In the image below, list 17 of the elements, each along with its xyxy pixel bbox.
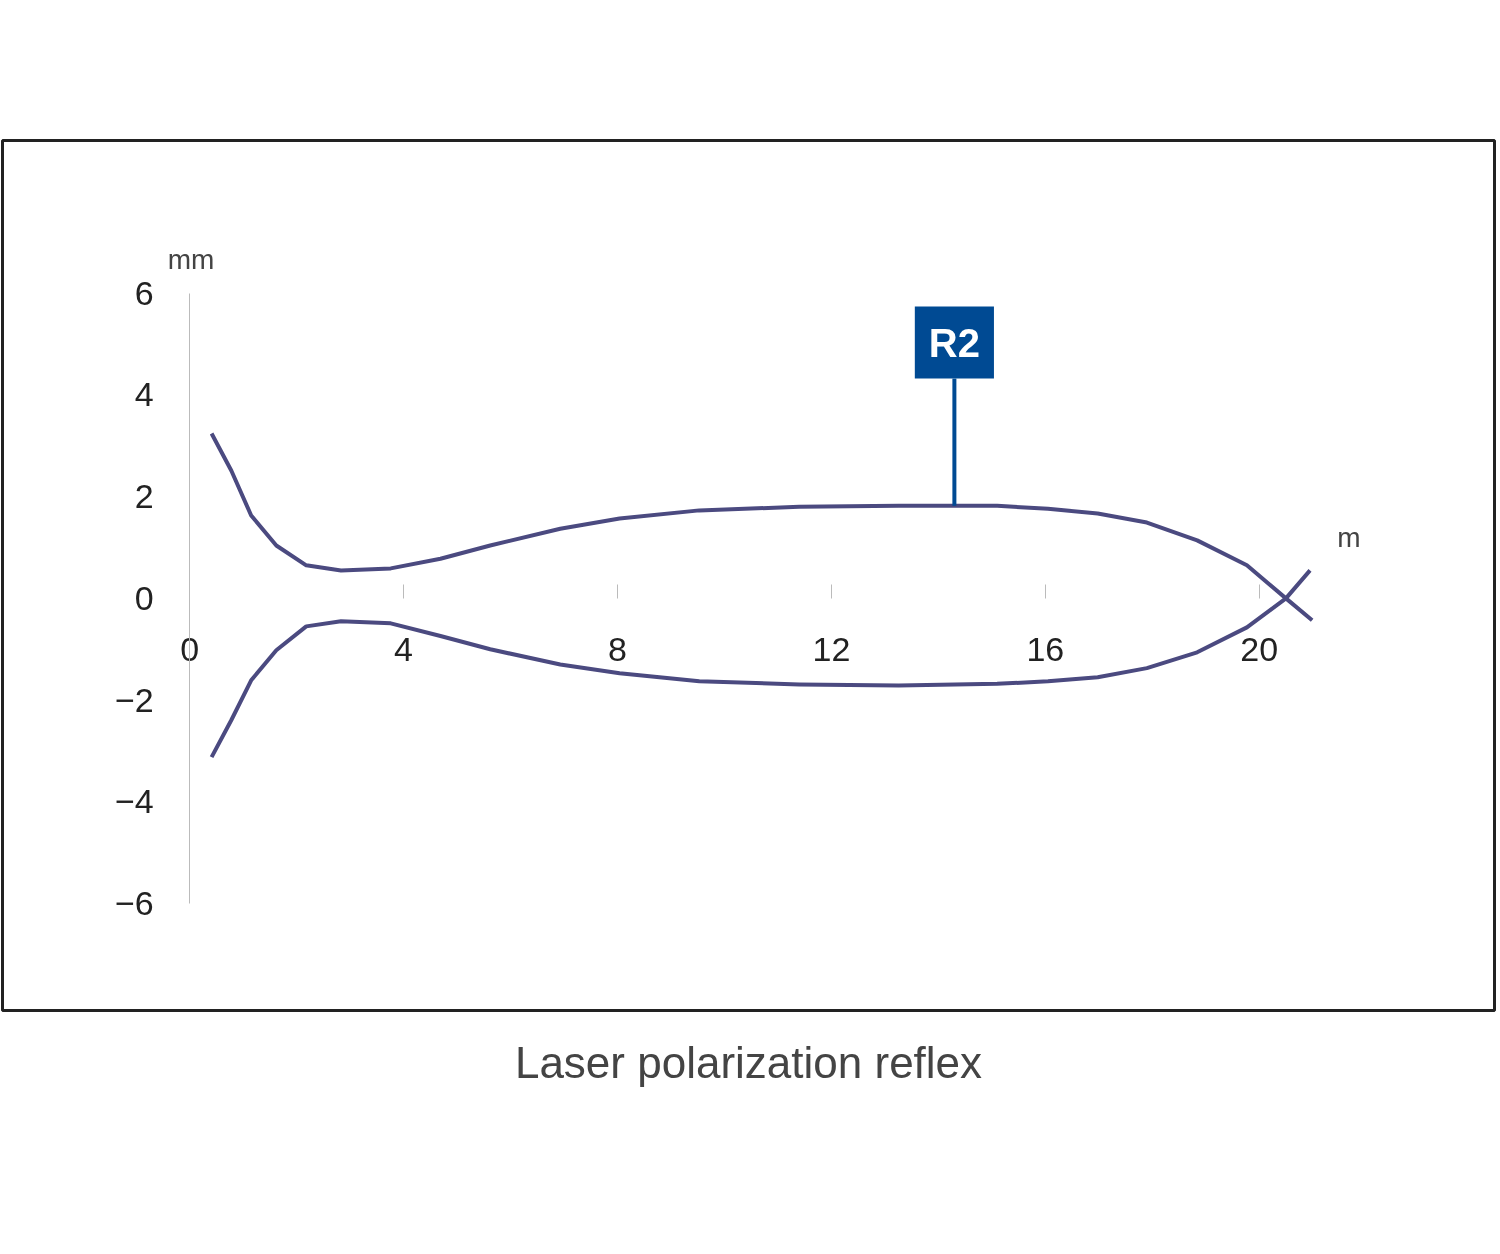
y-axis-title: mm <box>167 244 215 276</box>
x-tick-label: 12 <box>812 630 851 669</box>
text: Laser polarization reflex <box>514 1037 983 1087</box>
x-tick-label: 0 <box>180 630 200 669</box>
x-tick-label: 16 <box>1026 630 1065 669</box>
y-tick-label: −4 <box>114 782 154 821</box>
y-tick-label: 2 <box>134 477 154 516</box>
x-tick-label: 20 <box>1240 630 1279 669</box>
y-tick-label: −6 <box>114 884 154 923</box>
y-tick-label: 6 <box>134 273 154 312</box>
annotation: R2 <box>928 320 980 365</box>
x-tick-label: 4 <box>394 630 414 669</box>
x-axis-title: m <box>1337 522 1361 554</box>
y-tick-label: 4 <box>134 375 154 414</box>
x-tick-label: 8 <box>608 630 627 669</box>
y-tick-label: −2 <box>114 680 154 719</box>
y-tick-label: 0 <box>134 578 154 617</box>
